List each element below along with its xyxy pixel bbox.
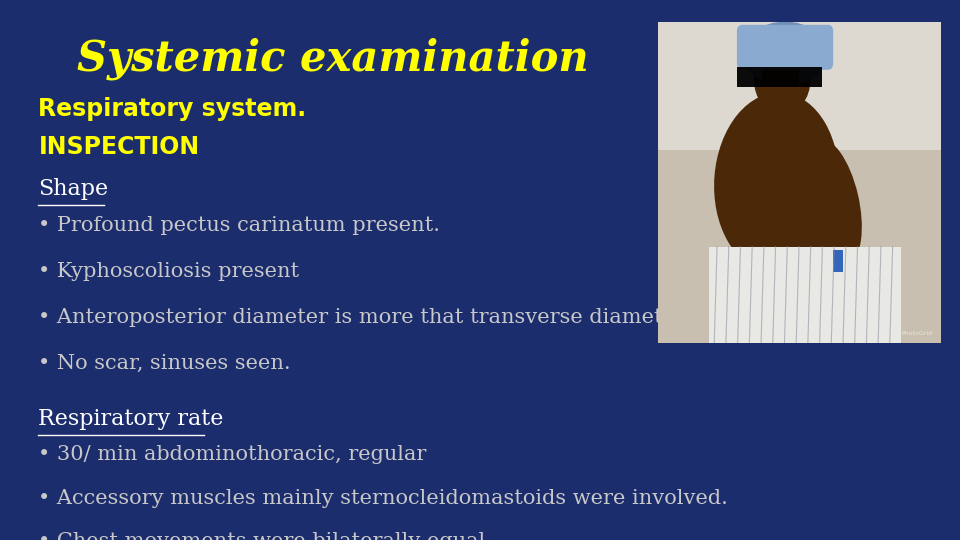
Bar xyxy=(762,70,799,109)
FancyBboxPatch shape xyxy=(737,25,833,70)
Bar xyxy=(737,66,822,87)
Bar xyxy=(708,246,901,343)
Text: Respiratory system.: Respiratory system. xyxy=(38,97,306,121)
Text: Respiratory rate: Respiratory rate xyxy=(38,408,224,430)
Ellipse shape xyxy=(804,139,862,264)
Ellipse shape xyxy=(754,44,810,115)
Text: • Kyphoscoliosis present: • Kyphoscoliosis present xyxy=(38,262,300,281)
Bar xyxy=(658,22,941,150)
Text: • No scar, sinuses seen.: • No scar, sinuses seen. xyxy=(38,354,291,373)
Text: • Anteroposterior diameter is more that transverse diameter.: • Anteroposterior diameter is more that … xyxy=(38,308,690,327)
Text: Shape: Shape xyxy=(38,178,108,200)
Text: INSPECTION: INSPECTION xyxy=(38,135,200,159)
Bar xyxy=(833,249,843,272)
Ellipse shape xyxy=(743,22,828,86)
Text: • Profound pectus carinatum present.: • Profound pectus carinatum present. xyxy=(38,216,441,235)
Text: PhotoGrid: PhotoGrid xyxy=(901,332,932,336)
Text: Systemic examination: Systemic examination xyxy=(77,38,588,80)
Text: • Accessory muscles mainly sternocleidomastoids were involved.: • Accessory muscles mainly sternocleidom… xyxy=(38,489,729,508)
Text: • 30/ min abdominothoracic, regular: • 30/ min abdominothoracic, regular xyxy=(38,446,427,464)
Text: • Chest movements were bilaterally equal: • Chest movements were bilaterally equal xyxy=(38,532,486,540)
Ellipse shape xyxy=(745,158,853,271)
Ellipse shape xyxy=(714,92,839,272)
